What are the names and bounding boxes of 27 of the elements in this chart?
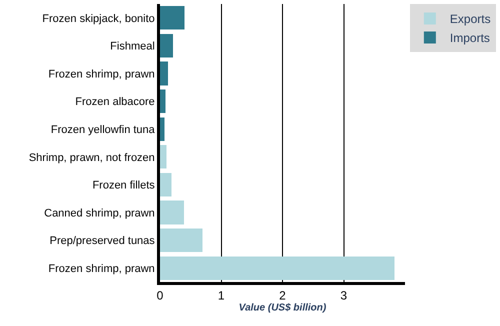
- bar: [160, 228, 202, 252]
- x-tick-label: 0: [156, 288, 164, 302]
- y-tick-label: Frozen shrimp, prawn: [48, 262, 155, 275]
- x-tick-label: 3: [340, 288, 348, 302]
- y-tick-label: Prep/preserved tunas: [50, 235, 156, 248]
- x-axis-title: Value (US$ billion): [238, 302, 327, 314]
- x-tick-label: 2: [279, 288, 286, 302]
- y-tick-label: Frozen shrimp, prawn: [48, 68, 155, 80]
- y-tick-label: Frozen yellowfin tuna: [50, 124, 156, 136]
- y-tick-label: Frozen skipjack, bonito: [42, 12, 155, 25]
- bar: [160, 6, 184, 30]
- bar: [160, 89, 166, 114]
- bar: [160, 256, 395, 280]
- bar: [160, 172, 172, 197]
- legend-label: Exports: [450, 12, 491, 26]
- bar: [160, 62, 168, 86]
- y-tick-label: Frozen fillets: [92, 180, 156, 192]
- legend-label: Imports: [450, 31, 490, 46]
- y-tick-label: Fishmeal: [110, 40, 155, 53]
- y-tick-label: Canned shrimp, prawn: [44, 207, 155, 220]
- bar: [160, 34, 173, 58]
- bar: [160, 145, 167, 169]
- x-tick-label: 1: [218, 288, 225, 302]
- y-tick-label: Frozen albacore: [75, 96, 155, 108]
- y-tick-label: Shrimp, prawn, not frozen: [28, 152, 155, 164]
- bar: [160, 117, 164, 141]
- bar: [160, 200, 184, 224]
